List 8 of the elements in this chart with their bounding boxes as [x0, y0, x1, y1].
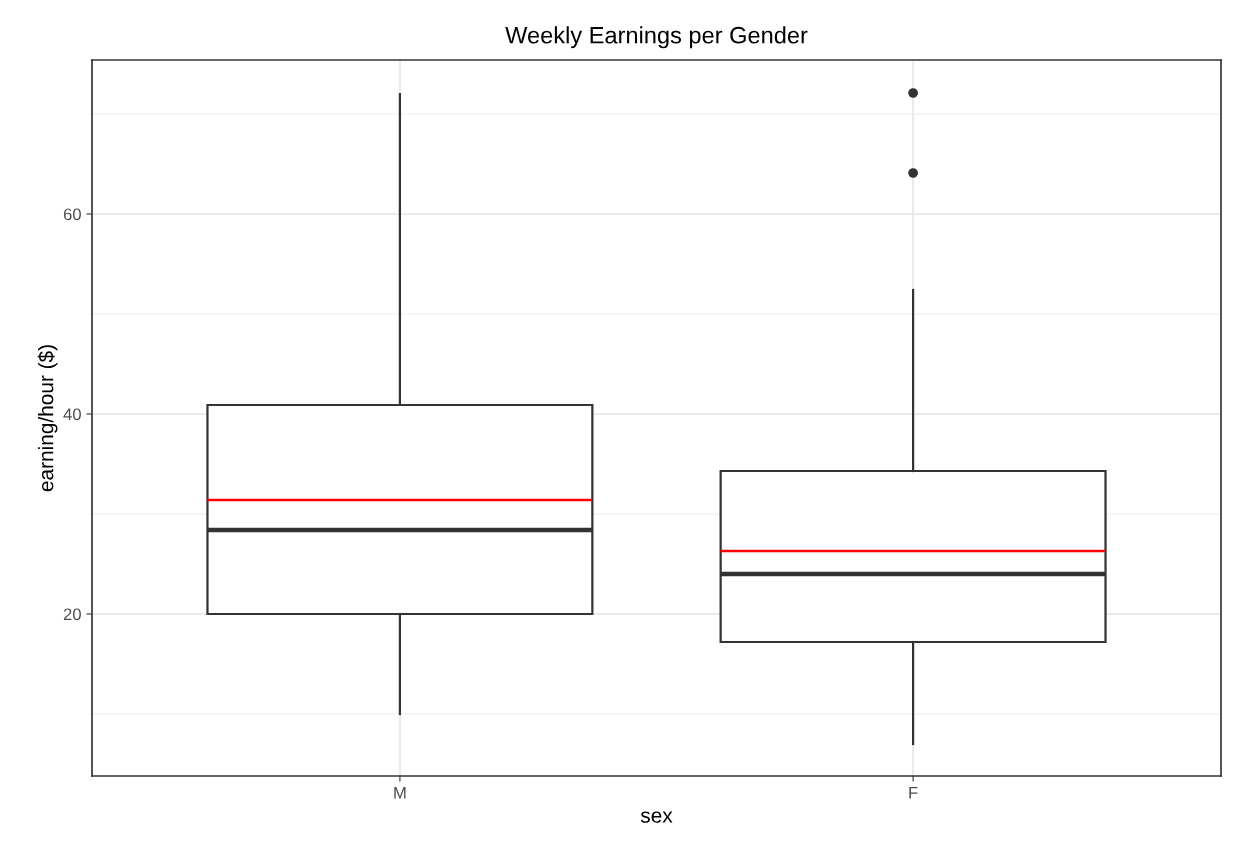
y-axis-title: earning/hour ($) — [37, 345, 58, 492]
y-tick-label: 20 — [63, 608, 81, 621]
y-tick-label: 40 — [63, 408, 81, 421]
x-tick-label: F — [909, 787, 918, 799]
y-tick-label: 60 — [63, 208, 81, 221]
x-axis-title: sex — [640, 811, 673, 823]
x-tick-label: M — [394, 787, 406, 799]
chart-title: Weekly Earnings per Gender — [505, 26, 808, 49]
